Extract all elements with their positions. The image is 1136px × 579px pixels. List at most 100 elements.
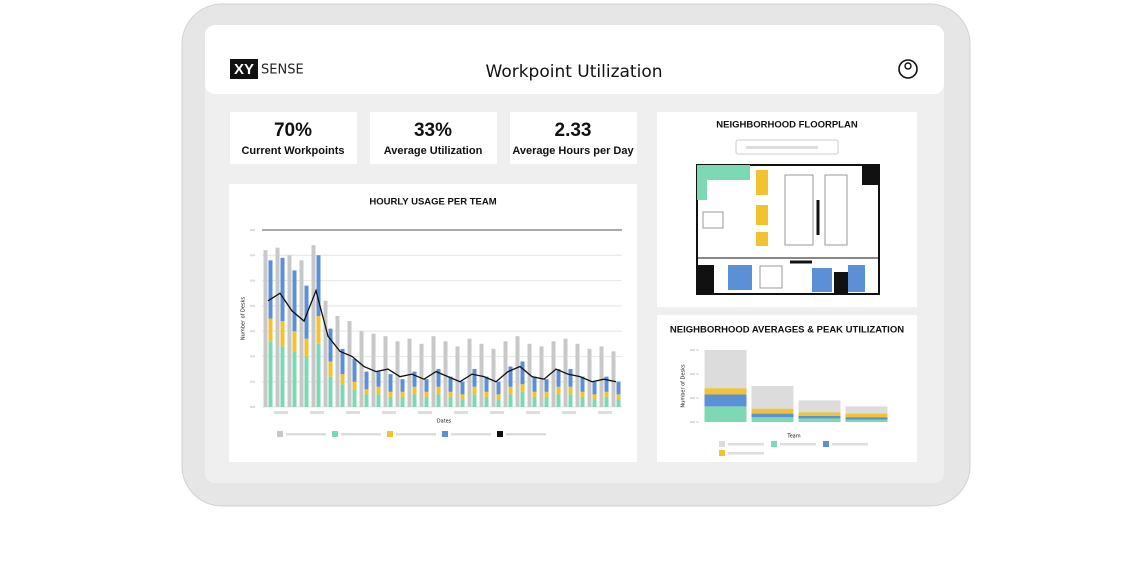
bar [376,394,381,407]
bar [424,379,429,392]
bar [491,348,496,407]
series-line [267,288,617,383]
bar [316,343,321,407]
bar [704,406,747,422]
profile-circle[interactable] [898,59,918,79]
bar [316,315,321,344]
bar [292,270,297,332]
bar [304,285,309,339]
bar [592,394,597,400]
bar [556,369,561,387]
bar [388,396,393,407]
bar [751,413,794,418]
bar [751,417,794,422]
bar [467,338,472,407]
bar [388,391,393,397]
bar [292,331,297,352]
bar [544,391,549,397]
bar [568,369,573,387]
desk-cluster [824,174,848,246]
bar [347,321,352,407]
y-axis-label: Number of Desks [681,364,687,408]
zone-yellow [756,205,768,225]
bar [568,386,573,395]
bar [515,336,520,407]
x-tick-placeholder [346,411,360,414]
bar [472,369,477,387]
tick-placeholder [690,373,695,375]
bar [424,391,429,397]
bar [604,376,609,392]
profile-icon[interactable] [898,59,918,79]
header-bar [205,25,944,94]
bar [359,331,364,407]
logo-text: SENSE [261,63,304,78]
tick-placeholder [250,406,255,408]
kpi-card [510,112,637,164]
bar [395,341,400,407]
legend-swatch [719,450,725,456]
tick-placeholder [250,229,255,231]
bar [304,338,309,357]
tick-placeholder [250,355,255,358]
bar [448,396,453,407]
tick-placeholder [250,330,255,333]
bar [340,374,345,385]
tick-placeholder [690,397,695,399]
bar [376,371,381,387]
zone-block [862,165,879,185]
bar [400,396,405,407]
y-axis-label: Number of Desks [241,297,247,341]
bar [798,412,841,416]
desk-cluster [784,174,814,246]
bar [704,394,747,407]
kpi-card [230,112,357,164]
bar [304,356,309,407]
bar [568,394,573,407]
zone-yellow [756,170,768,195]
bar [328,361,333,377]
bar [496,394,501,400]
bar [412,394,417,407]
legend-swatch [277,431,283,437]
logo-mark: XY [234,61,254,78]
bar [604,391,609,397]
bar [364,394,369,407]
bar [275,247,280,407]
bar [431,336,436,407]
tick-placeholder [690,349,695,351]
bar [556,386,561,395]
zone-blue [848,265,865,292]
tick-placeholder [250,304,255,307]
bar [551,341,556,407]
bar [268,260,273,319]
bar [407,338,412,407]
chart-title: HOURLY USAGE PER TEAM [369,197,496,208]
bar [575,343,580,407]
x-tick-placeholder [562,411,576,414]
bar [532,391,537,397]
bar [484,376,489,392]
x-tick-placeholder [418,411,432,414]
bar [292,351,297,407]
logo-box [230,59,258,79]
legend-placeholder [780,443,816,446]
bar [496,381,501,395]
bar [328,328,333,362]
bar [460,394,465,400]
zone-block [697,265,714,294]
legend-placeholder [728,443,764,446]
zone-blue [812,268,832,292]
bar [556,394,561,407]
tick-placeholder [250,254,255,257]
legend-placeholder [506,433,546,436]
bar [424,396,429,407]
bar [460,381,465,395]
bar [580,376,585,392]
bar [845,413,888,418]
bar [376,386,381,395]
legend-swatch [497,431,503,437]
profile-head[interactable] [904,62,912,70]
legend-swatch [719,441,725,447]
